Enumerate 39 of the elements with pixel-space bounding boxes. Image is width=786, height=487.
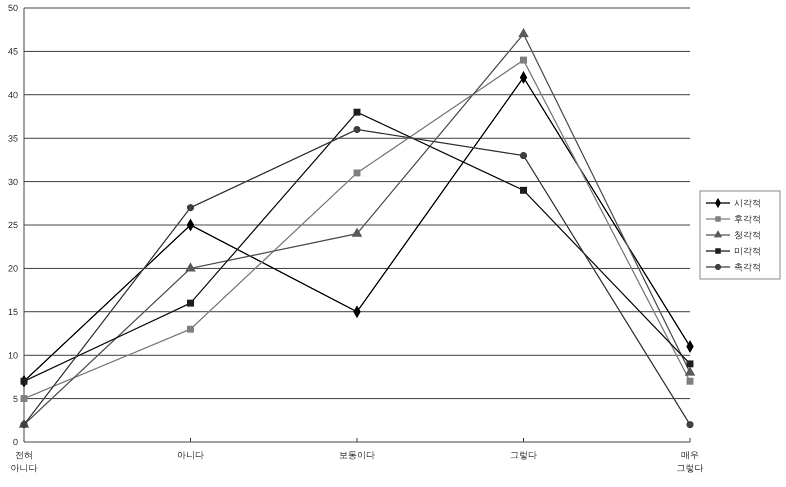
y-tick-label: 0	[12, 437, 18, 448]
point	[520, 186, 527, 194]
y-tick-label: 15	[8, 306, 18, 317]
legend-label: 촉각적	[734, 262, 761, 272]
y-tick-label: 45	[8, 46, 18, 57]
point	[353, 126, 361, 134]
y-tick-label: 40	[8, 90, 18, 100]
x-tick-label: 그렇다	[510, 450, 537, 460]
point	[354, 169, 360, 176]
x-tick-label: 보통이다	[339, 450, 375, 460]
point	[686, 421, 694, 428]
point	[20, 421, 28, 428]
y-tick-label: 50	[8, 3, 18, 14]
point	[186, 204, 194, 212]
point	[520, 56, 527, 64]
point	[520, 152, 528, 160]
point	[686, 378, 694, 385]
y-tick-label: 35	[8, 133, 18, 144]
y-tick-label: 5	[12, 394, 18, 404]
legend-label: 청각적	[734, 230, 761, 240]
x-tick-label: 전혀 아니다	[10, 450, 38, 473]
point	[684, 366, 696, 376]
point	[354, 108, 360, 116]
point	[686, 360, 694, 368]
legend-label: 미각적	[734, 246, 761, 256]
point	[352, 228, 362, 237]
y-tick-label: 30	[8, 176, 18, 187]
x-tick-label: 매우 그렇다	[676, 450, 704, 473]
point	[187, 300, 194, 307]
legend-label: 후각적	[734, 214, 761, 224]
point	[518, 28, 529, 38]
point	[20, 395, 28, 402]
x-tick-label: 아니다	[177, 450, 204, 460]
y-tick-label: 25	[8, 220, 18, 230]
legend-label: 시각적	[734, 198, 761, 208]
y-tick-label: 20	[8, 264, 18, 274]
y-tick-label: 10	[8, 350, 18, 360]
point	[185, 262, 196, 272]
point	[187, 326, 194, 333]
